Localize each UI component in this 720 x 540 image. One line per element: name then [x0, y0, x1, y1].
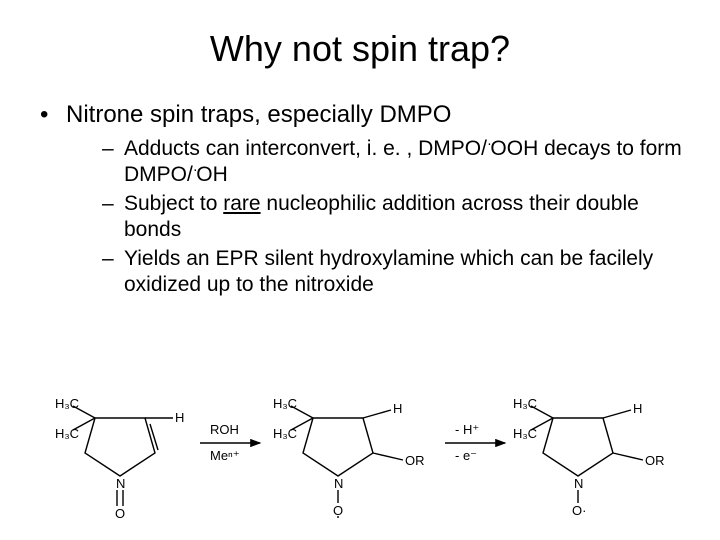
arrow-1-bot: Meⁿ⁺	[210, 448, 240, 463]
radical-dot-icon: ·	[487, 136, 490, 152]
reaction-diagram: H₃C H₃C H N O ROH Meⁿ⁺ H₃C H₃C	[55, 358, 665, 518]
sub-1-c: OH	[196, 163, 228, 186]
sub-2: Subject to rare nucleophilic addition ac…	[102, 191, 690, 242]
arrow-2-bot: - e⁻	[455, 448, 477, 463]
n-label: N	[116, 476, 125, 491]
o-label: O	[115, 506, 125, 518]
arrow-1: ROH Meⁿ⁺	[200, 422, 260, 463]
slide-title: Why not spin trap?	[30, 28, 690, 70]
arrow-2-top: - H⁺	[455, 422, 479, 437]
n-label: N	[574, 476, 583, 491]
ch3-label: H₃C	[273, 426, 297, 441]
bullet-list: Nitrone spin traps, especially DMPO Addu…	[40, 100, 690, 298]
o-label: O	[333, 503, 343, 518]
sub-2-a: Subject to	[124, 192, 223, 215]
bullet-1-text: Nitrone spin traps, especially DMPO	[66, 101, 451, 128]
ch3-label: H₃C	[513, 396, 537, 411]
o-radical-label: O·	[572, 503, 586, 518]
slide: Why not spin trap? Nitrone spin traps, e…	[0, 0, 720, 540]
radical-dot-icon: ·	[193, 162, 196, 178]
ch3-label: H₃C	[55, 396, 79, 411]
sub-1-a: Adducts can interconvert, i. e. , DMPO/	[124, 137, 487, 160]
molecule-3: H₃C H₃C H OR N O·	[513, 396, 665, 518]
molecule-2: H₃C H₃C H OR N O H	[273, 396, 425, 518]
h-label: H	[633, 401, 642, 416]
sub-list: Adducts can interconvert, i. e. , DMPO/·…	[102, 136, 690, 298]
ch3-label: H₃C	[273, 396, 297, 411]
or-label: OR	[645, 453, 665, 468]
molecule-1: H₃C H₃C H N O	[55, 396, 184, 518]
arrow-2: - H⁺ - e⁻	[445, 422, 505, 463]
ch3-label: H₃C	[513, 426, 537, 441]
sub-2-rare: rare	[223, 192, 260, 215]
ch3-label: H₃C	[55, 426, 79, 441]
arrow-1-top: ROH	[210, 422, 239, 437]
n-label: N	[334, 476, 343, 491]
h-label: H	[393, 401, 402, 416]
sub-3: Yields an EPR silent hydroxylamine which…	[102, 246, 690, 297]
sub-1: Adducts can interconvert, i. e. , DMPO/·…	[102, 136, 690, 187]
bullet-1: Nitrone spin traps, especially DMPO Addu…	[40, 100, 690, 298]
or-label: OR	[405, 453, 425, 468]
h-label: H	[175, 410, 184, 425]
